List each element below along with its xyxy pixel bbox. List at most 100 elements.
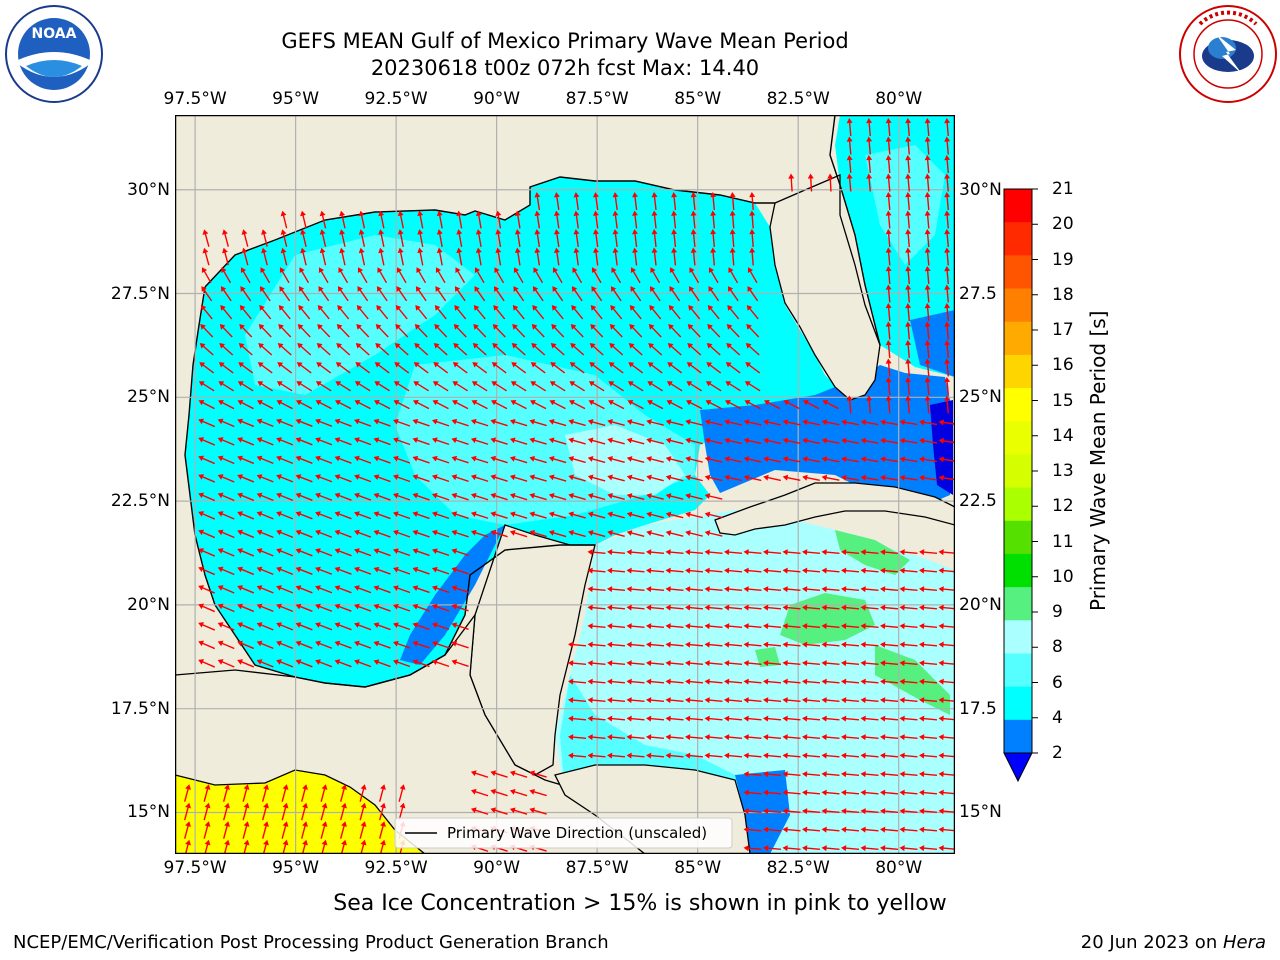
wave-arrow: [276, 418, 294, 427]
sea-ice-caption: Sea Ice Concentration > 15% is shown in …: [333, 891, 947, 916]
wave-arrow: [373, 548, 391, 557]
wave-arrow: [860, 845, 879, 852]
wave-arrow: [490, 788, 508, 797]
wave-arrow: [802, 437, 820, 444]
wave-arrow: [924, 377, 931, 396]
wave-arrow: [549, 399, 566, 410]
wave-arrow: [626, 660, 645, 667]
wave-arrow: [509, 474, 528, 482]
wave-arrow: [334, 585, 352, 594]
lon-tick-bottom: 80°W: [875, 858, 923, 878]
wave-arrow: [782, 660, 801, 667]
lon-tick-top: 80°W: [875, 89, 923, 109]
wave-arrow: [821, 826, 840, 833]
wave-arrow: [685, 604, 704, 611]
wave-arrow: [183, 784, 191, 802]
wave-arrow: [708, 267, 719, 284]
wave-arrow: [295, 437, 313, 446]
wave-arrow: [568, 697, 587, 704]
lon-tick-bottom: 97.5°W: [163, 858, 227, 878]
wave-arrow: [451, 622, 469, 630]
wave-arrow: [704, 437, 723, 445]
wave-arrow: [724, 567, 743, 574]
wave-arrow: [339, 821, 347, 839]
colorbar-segment: [1004, 288, 1032, 323]
wave-arrow: [743, 826, 762, 833]
wave-arrow: [763, 567, 782, 574]
wave-arrow: [378, 247, 385, 266]
wave-arrow: [763, 437, 781, 445]
wave-arrow: [277, 362, 293, 374]
wave-arrow: [919, 437, 937, 444]
wave-arrow: [592, 247, 599, 266]
wave-arrow: [885, 284, 892, 303]
lon-tick-top: 82.5°W: [766, 89, 830, 109]
wave-arrow: [276, 659, 294, 668]
wave-arrow: [627, 399, 644, 410]
wave-arrow: [514, 247, 521, 266]
wave-arrow: [198, 381, 215, 392]
wave-arrow: [412, 455, 430, 464]
wave-arrow: [354, 529, 372, 538]
wave-arrow: [944, 192, 951, 211]
wave-arrow: [393, 511, 411, 520]
wave-arrow: [471, 381, 488, 392]
wave-arrow: [295, 566, 313, 575]
wave-arrow: [531, 324, 545, 338]
wave-arrow: [749, 210, 756, 229]
wave-arrow: [821, 623, 840, 630]
wave-arrow: [315, 529, 333, 538]
colorbar-label: 9: [1052, 602, 1063, 622]
wave-arrow: [490, 770, 508, 778]
wave-arrow: [919, 549, 938, 556]
wave-arrow: [802, 419, 820, 426]
wave-arrow: [512, 324, 526, 338]
wave-arrow: [493, 305, 506, 320]
wave-arrow: [568, 734, 587, 741]
wave-arrow: [334, 622, 352, 631]
wave-arrow: [217, 492, 235, 502]
wave-arrow: [257, 381, 273, 392]
wave-arrow: [590, 324, 604, 338]
wave-arrow: [472, 343, 487, 356]
wave-arrow: [415, 305, 428, 320]
lon-tick-top: 95°W: [272, 89, 320, 109]
wave-arrow: [783, 399, 800, 410]
wave-arrow: [626, 715, 645, 722]
wave-arrow: [821, 678, 840, 685]
wave-arrow: [704, 660, 723, 667]
wave-arrow: [782, 549, 801, 556]
wave-arrow: [373, 511, 391, 520]
wave-arrow: [944, 303, 951, 322]
wave-arrow: [685, 734, 704, 741]
wave-arrow: [514, 229, 521, 247]
wave-arrow: [763, 734, 782, 741]
wave-arrow: [607, 623, 626, 630]
wave-arrow: [899, 623, 918, 630]
wave-arrow: [261, 821, 269, 839]
wave-arrow: [256, 640, 274, 650]
wave-arrow: [651, 247, 658, 266]
wave-arrow: [529, 788, 547, 797]
wave-arrow: [802, 808, 821, 815]
wave-arrow: [393, 529, 411, 538]
wave-arrow: [218, 399, 235, 410]
wave-arrow: [373, 640, 391, 649]
wave-arrow: [490, 511, 508, 519]
wave-arrow: [665, 697, 684, 704]
wave-arrow: [358, 247, 366, 266]
wave-arrow: [802, 789, 821, 796]
wave-arrow: [315, 622, 333, 631]
wave-arrow: [260, 267, 271, 284]
colorbar-label: 13: [1052, 461, 1074, 481]
wave-arrow: [354, 603, 372, 612]
wave-arrow: [431, 603, 450, 612]
wave-arrow: [860, 752, 879, 759]
wave-arrow: [451, 474, 469, 482]
wave-arrow: [802, 771, 821, 778]
wave-arrow: [587, 678, 606, 685]
wave-arrow: [919, 567, 938, 574]
wave-arrow: [237, 603, 255, 613]
wave-arrow: [880, 437, 898, 444]
wave-arrow: [592, 192, 599, 211]
